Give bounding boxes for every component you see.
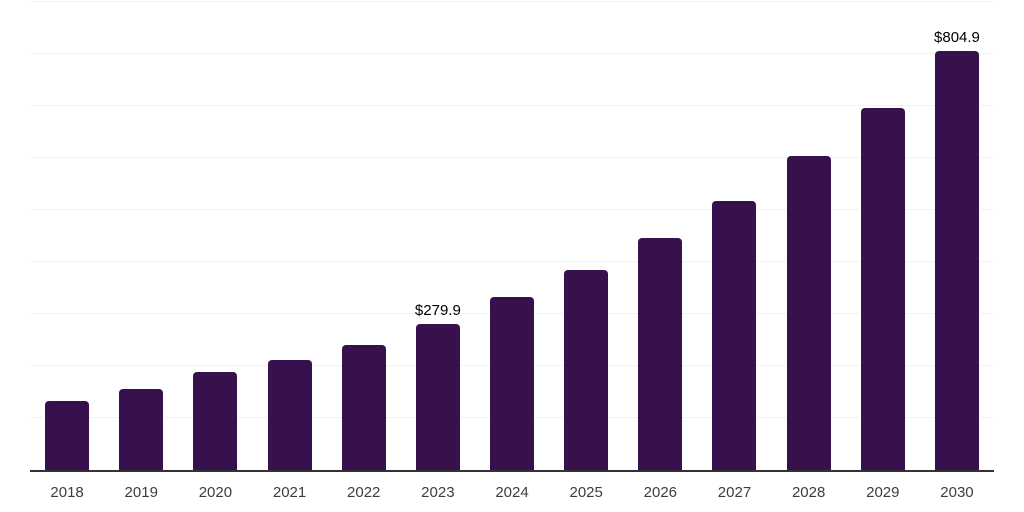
bar-band-2029 xyxy=(846,2,920,470)
bars: $279.9 $804.9 xyxy=(30,2,994,470)
x-tick-2026: 2026 xyxy=(643,484,678,501)
bar-2030 xyxy=(934,51,979,470)
bar-band-2028 xyxy=(772,2,846,470)
bar-2026 xyxy=(638,237,683,470)
bar-band-2027 xyxy=(697,2,771,470)
bar-band-2026 xyxy=(623,2,697,470)
bar-2024 xyxy=(490,296,535,470)
bar-band-2018 xyxy=(30,2,104,470)
bar-band-2030: $804.9 xyxy=(920,2,994,470)
x-tick-2020: 2020 xyxy=(198,484,233,501)
bar-2018 xyxy=(45,400,90,470)
x-axis-labels: 2018 2019 2020 2021 2022 2023 2024 2025 2026 2027… xyxy=(30,472,994,501)
value-label-2030: $804.9 xyxy=(934,29,980,47)
x-tick-2027: 2027 xyxy=(717,484,752,501)
bar-2022 xyxy=(341,345,386,470)
x-tick-2024: 2024 xyxy=(495,484,529,501)
x-tick-2018: 2018 xyxy=(50,484,84,501)
bar-band-2023: $279.9 xyxy=(401,2,475,470)
bar-2019 xyxy=(119,389,164,470)
x-tick-2030: 2030 xyxy=(940,484,974,501)
gridline-400 xyxy=(30,261,994,262)
x-tick-2028: 2028 xyxy=(791,484,826,501)
bar-2020 xyxy=(193,372,238,470)
x-tick-2021: 2021 xyxy=(272,484,307,501)
bar-2021 xyxy=(267,360,312,470)
bar-band-2024 xyxy=(475,2,549,470)
gridline-700 xyxy=(30,105,994,106)
x-tick-2025: 2025 xyxy=(569,484,603,501)
bar-2023 xyxy=(415,324,460,470)
bar-band-2022 xyxy=(327,2,401,470)
value-label-2023: $279.9 xyxy=(414,302,461,320)
bar-2025 xyxy=(564,270,609,470)
plot-area: $279.9 $804.9 xyxy=(30,1,994,472)
x-tick-2029: 2029 xyxy=(866,484,900,501)
bar-2027 xyxy=(712,200,757,470)
gridline-900 xyxy=(30,1,994,2)
gridline-800 xyxy=(30,53,994,54)
gridline-600 xyxy=(30,157,994,159)
x-tick-2022: 2022 xyxy=(347,484,381,501)
bar-band-2025 xyxy=(549,2,623,470)
gridline-500 xyxy=(30,209,994,210)
bar-band-2020 xyxy=(178,2,252,470)
bar-2028 xyxy=(786,155,831,470)
x-tick-2019: 2019 xyxy=(124,484,158,501)
bar-band-2019 xyxy=(104,2,178,470)
bar-band-2021 xyxy=(252,2,326,470)
x-tick-2023: 2023 xyxy=(421,484,455,501)
bar-2029 xyxy=(860,108,905,470)
